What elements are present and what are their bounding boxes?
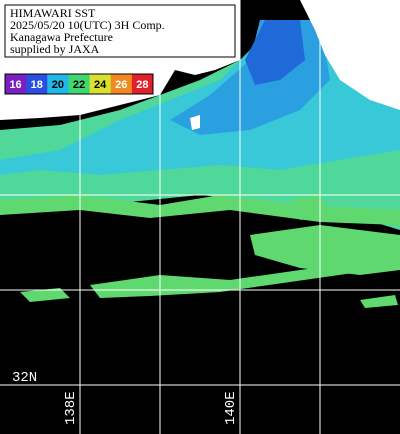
colorbar-swatch: [89, 74, 112, 94]
colorbar-swatch: [68, 74, 91, 94]
header-line: supplied by JAXA: [10, 42, 100, 56]
colorbar-swatch: [26, 74, 48, 94]
lat-label: 32N: [12, 370, 37, 386]
colorbar-label: 16: [9, 79, 21, 91]
sea-surface: [245, 20, 305, 85]
colorbar-swatch: [5, 74, 27, 94]
colorbar-swatch: [110, 74, 133, 94]
lon-label: 138E: [63, 391, 79, 425]
island: [190, 115, 200, 130]
header-line: 2025/05/20 10(UTC) 3H Comp.: [10, 18, 165, 32]
colorbar-border: [4, 73, 154, 95]
colorbar: 16 18 20 22 24 26 28: [4, 73, 154, 95]
header-line: Kanagawa Prefecture: [10, 30, 113, 44]
land: [300, 0, 400, 110]
colorbar-swatch: [131, 74, 154, 94]
colorbar-label: 18: [31, 79, 43, 91]
colorbar-label: 28: [136, 79, 148, 91]
colorbar-label: 24: [94, 79, 107, 91]
header-box: [4, 4, 236, 58]
colorbar-label: 22: [73, 79, 85, 91]
colorbar-label: 26: [115, 79, 127, 91]
lon-label: 140E: [223, 391, 239, 425]
colorbar-swatch: [47, 74, 69, 94]
colorbar-label: 20: [52, 79, 64, 91]
header-line: HIMAWARI SST: [10, 6, 96, 20]
